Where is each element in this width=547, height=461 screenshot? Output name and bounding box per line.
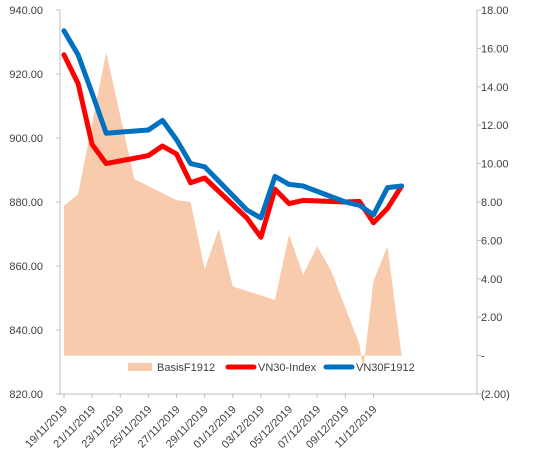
legend: BasisF1912 VN30-Index VN30F1912	[128, 362, 415, 374]
left-tick-label: 920.00	[9, 69, 43, 81]
left-tick-label: 840.00	[9, 325, 43, 337]
right-tick-label: 12.00	[481, 120, 509, 132]
right-tick-label: -	[481, 351, 485, 363]
left-tick-label: 900.00	[9, 133, 43, 145]
left-tick-label: 820.00	[9, 389, 43, 401]
right-tick-label: 14.00	[481, 82, 509, 94]
left-tick-label: 940.00	[9, 5, 43, 17]
basis-area	[64, 52, 402, 369]
legend-label-vn30-index: VN30-Index	[258, 362, 317, 374]
right-tick-label: (2.00)	[481, 389, 510, 401]
legend-swatch-basisf1912	[128, 363, 152, 371]
left-tick-label: 880.00	[9, 197, 43, 209]
line-layer	[61, 28, 405, 240]
legend-label-basisf1912: BasisF1912	[157, 362, 215, 374]
right-tick-label: 8.00	[481, 197, 502, 209]
right-tick-label: 18.00	[481, 5, 509, 17]
axes-layer: 820.00 840.00 860.00 880.00 900.00 920.00 940.…	[9, 5, 509, 451]
legend-label-vn30f1912: VN30F1912	[356, 362, 415, 374]
right-tick-label: 4.00	[481, 274, 502, 286]
right-tick-label: 16.00	[481, 43, 509, 55]
right-tick-label: 6.00	[481, 235, 502, 247]
left-tick-label: 860.00	[9, 261, 43, 273]
basis-area-layer	[64, 52, 402, 369]
series-line-vn30-index	[61, 52, 405, 240]
right-tick-label: 2.00	[481, 312, 502, 324]
series-line-vn30f1912	[61, 28, 405, 221]
right-tick-label: 10.00	[481, 159, 509, 171]
